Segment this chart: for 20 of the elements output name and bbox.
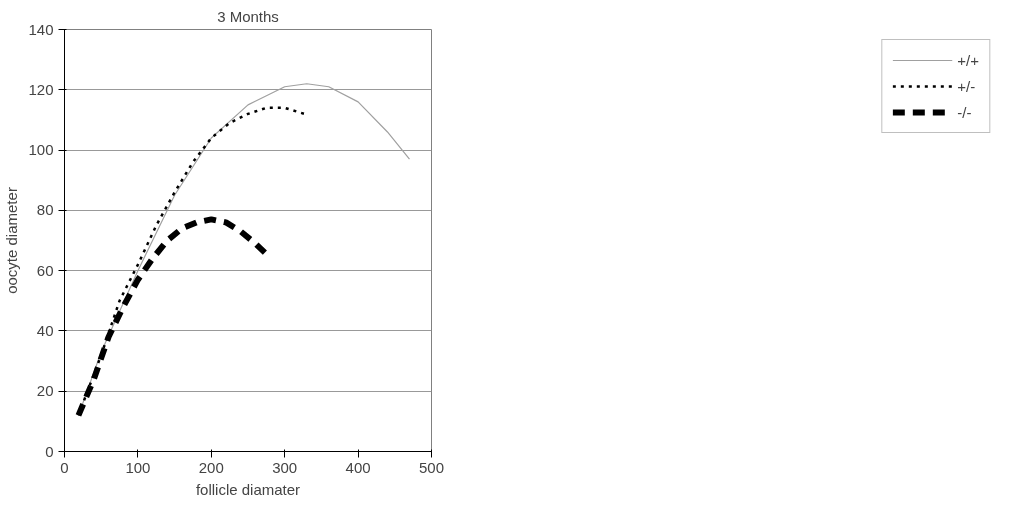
chart-title: 3 Months [217, 7, 279, 25]
x-tick-label: 400 [345, 458, 371, 476]
legend-label: -/- [957, 103, 973, 121]
x-axis-title: follicle diamater [195, 480, 301, 498]
legend-label: +/- [957, 77, 977, 95]
y-tick-label: 100 [28, 141, 54, 159]
x-tick-label: 500 [418, 458, 445, 476]
x-tick-label: 100 [125, 458, 151, 476]
legend-label: +/+ [957, 51, 979, 69]
y-tick-label: 140 [28, 20, 54, 38]
y-tick-label: 0 [45, 442, 54, 460]
y-tick-label: 120 [28, 80, 54, 98]
x-tick-label: 200 [198, 458, 224, 476]
x-tick-label: 300 [272, 458, 298, 476]
y-tick-label: 20 [36, 382, 54, 400]
y-tick-label: 80 [36, 201, 54, 219]
y-tick-label: 40 [36, 321, 54, 339]
x-tick-label: 0 [60, 458, 69, 476]
y-tick-label: 60 [36, 261, 54, 279]
y-axis-title: oocyte diameter [3, 187, 21, 294]
